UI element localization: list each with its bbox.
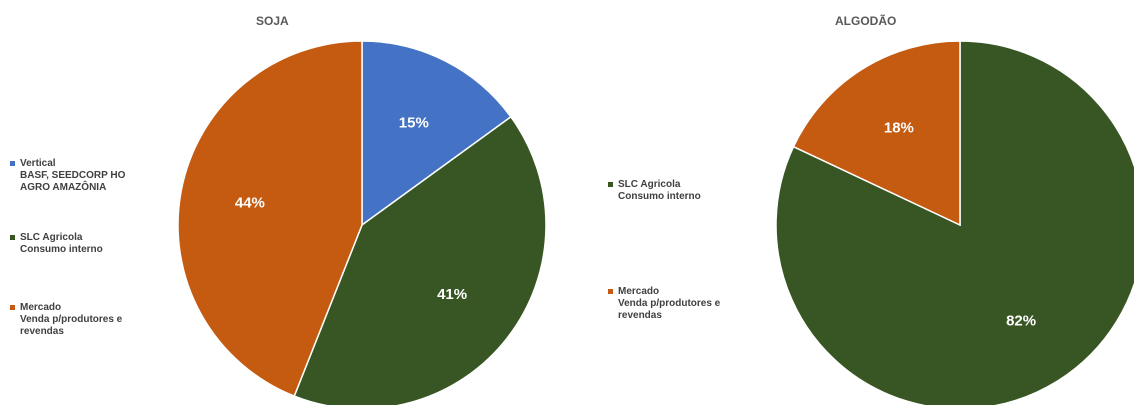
legend-label: SLC Agricola Consumo interno — [618, 179, 701, 202]
legend-swatch — [608, 182, 613, 187]
pie-slice-algodao-mercado — [792, 40, 961, 227]
legend-item-soja-slc: SLC Agricola Consumo interno — [10, 232, 103, 256]
legend-item-soja-vertical: Vertical BASF, SEEDCORP HO AGRO AMAZÔNIA — [10, 158, 125, 194]
data-label-algodao-mercado: 18% — [884, 120, 914, 137]
legend-swatch — [608, 289, 613, 294]
legend-label: Mercado Venda p/produtores e revendas — [20, 302, 123, 337]
legend-item-soja-mercado: Mercado Venda p/produtores e revendas — [10, 302, 122, 338]
data-label-algodao-slc: 82% — [1006, 312, 1036, 329]
legend-swatch — [10, 305, 15, 310]
pie-slice-soja-slc — [293, 115, 547, 405]
legend-label: Mercado Venda p/produtores e revendas — [618, 286, 721, 321]
legend-item-algodao-mercado: Mercado Venda p/produtores e revendas — [608, 286, 720, 322]
legend-label: SLC Agricola Consumo interno — [20, 232, 103, 255]
pie-slice-soja-mercado — [177, 40, 363, 398]
legend-swatch — [10, 161, 15, 166]
chart-title-soja: SOJA — [256, 14, 289, 28]
pie-slice-soja-vertical — [361, 40, 512, 227]
data-label-soja-mercado: 44% — [235, 195, 265, 212]
legend-swatch — [10, 235, 15, 240]
legend-label: Vertical BASF, SEEDCORP HO AGRO AMAZÔNIA — [20, 158, 126, 193]
data-label-soja-vertical: 15% — [399, 114, 429, 131]
data-label-soja-slc: 41% — [437, 286, 467, 303]
chart-title-algodao: ALGODÃO — [835, 14, 897, 28]
legend-item-algodao-slc: SLC Agricola Consumo interno — [608, 179, 701, 203]
